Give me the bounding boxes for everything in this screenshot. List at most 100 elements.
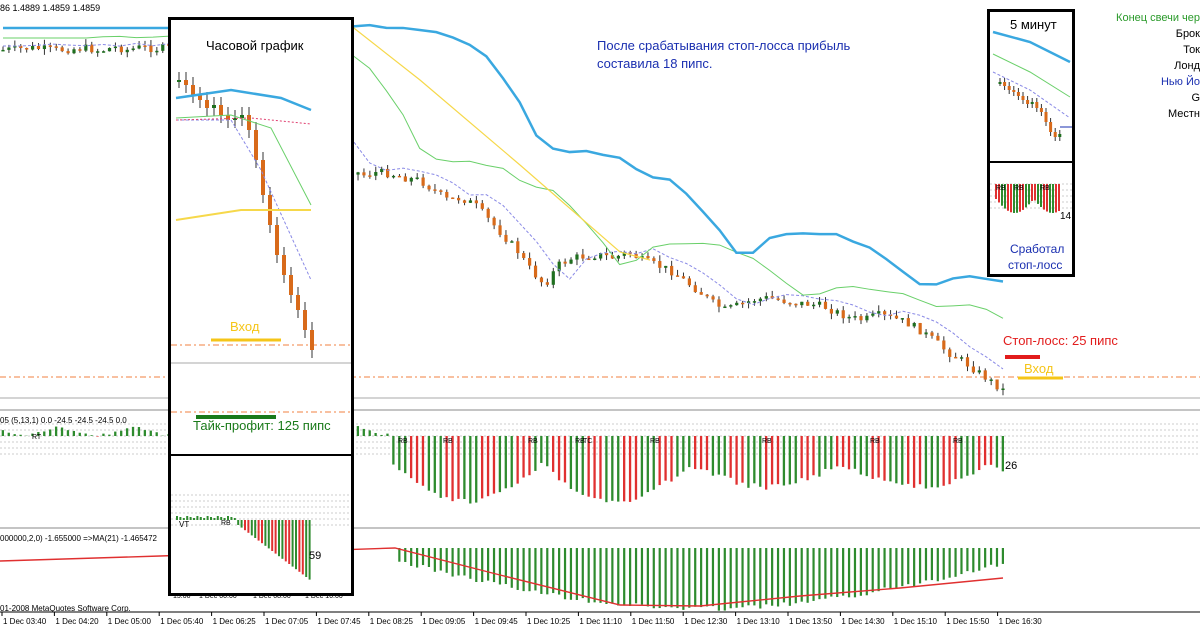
five-ma-mid — [992, 53, 1071, 98]
hourly-osc-bar — [179, 517, 182, 520]
osc-bar — [658, 436, 661, 486]
candle-body — [403, 176, 407, 182]
legend-fragment: Брок — [1175, 28, 1200, 40]
candle-body — [468, 200, 473, 203]
osc-bar — [463, 436, 466, 500]
ma-osc-bar — [646, 548, 649, 607]
hourly-osc-bar — [291, 520, 294, 567]
candle-body — [806, 301, 810, 306]
osc-bar — [883, 436, 886, 481]
osc-bar — [469, 436, 472, 504]
rb-mark: RB — [528, 438, 538, 445]
ma-osc-bar — [581, 548, 584, 599]
five-candle-body — [1035, 102, 1039, 108]
ma-osc-bar — [552, 548, 555, 594]
osc-bar — [528, 436, 531, 476]
candle-body — [995, 379, 999, 390]
legend-fragment: Ток — [1183, 44, 1200, 56]
candle-body — [699, 292, 703, 295]
hourly-candle-body — [310, 330, 314, 350]
stop-loss-label: Стоп-лосс: 25 пипс — [1003, 333, 1118, 348]
candle-body — [800, 301, 804, 306]
osc-bar — [510, 436, 513, 488]
osc-bar — [504, 436, 507, 489]
ma-osc-bar — [918, 548, 922, 584]
candle-body — [977, 370, 981, 373]
candle-body — [812, 304, 816, 307]
hourly-osc-bar — [278, 520, 280, 557]
hourly-time-2: 1 Dec 08:00 — [253, 593, 291, 600]
legend-fragment: G — [1191, 92, 1200, 104]
five-osc-bar — [1031, 184, 1033, 201]
candle-body — [356, 172, 360, 175]
hourly-candle-body — [212, 105, 216, 108]
candle-body — [545, 282, 549, 285]
hourly-time-0: 15:00 — [173, 593, 191, 600]
hourly-candle-body — [296, 295, 300, 310]
five-osc-bar — [1004, 184, 1006, 209]
rt-mark: RT — [32, 434, 42, 441]
time-tick-label: 1 Dec 11:50 — [632, 617, 675, 626]
candle-body — [510, 241, 514, 243]
hourly-ma-mid — [175, 114, 312, 206]
ma-osc-bar — [540, 548, 543, 594]
ma-osc-bar — [475, 548, 478, 582]
legend-fragment: Лонд — [1174, 60, 1200, 72]
candle-body — [137, 45, 141, 49]
candle-body — [918, 323, 922, 335]
osc-bar — [143, 430, 147, 436]
candle-body — [948, 349, 952, 357]
ma-osc-bar — [558, 548, 561, 595]
hourly-osc-bar — [216, 516, 219, 520]
ma-yellow-line — [349, 24, 651, 261]
ma-osc-bar — [599, 548, 602, 603]
candle-body — [711, 296, 715, 300]
osc-bar — [741, 436, 744, 483]
ma-osc-bar — [788, 548, 791, 606]
osc-bar — [853, 436, 857, 469]
ma-osc-bar — [782, 548, 786, 603]
osc-bar — [836, 436, 839, 467]
osc-bar — [475, 436, 478, 503]
candle-body — [551, 271, 555, 285]
candle-body — [362, 172, 366, 176]
candle-body — [462, 200, 467, 203]
five-candle-body — [1012, 90, 1016, 92]
osc-bar — [374, 432, 377, 436]
ma-fast-line — [3, 42, 1004, 370]
candle-body — [516, 241, 520, 254]
ma-osc-bar — [913, 548, 916, 587]
ma-osc-bar — [717, 548, 720, 611]
osc-bar — [717, 436, 720, 475]
candle-body — [788, 302, 792, 305]
hourly-osc-bar — [250, 520, 253, 536]
hourly-candle-body — [254, 130, 258, 160]
ma-osc-bar — [463, 548, 466, 576]
ma-osc-bar — [688, 548, 691, 608]
ma-osc-bar — [729, 548, 732, 609]
ma-osc-bar — [995, 548, 999, 567]
hourly-osc-bar — [288, 520, 291, 564]
osc-bar — [78, 432, 81, 436]
five-candle-body — [1058, 134, 1062, 137]
candle-body — [474, 200, 478, 204]
osc-bar — [628, 436, 632, 502]
candle-body — [113, 46, 118, 49]
osc-bar — [729, 436, 732, 478]
osc-bar — [380, 434, 383, 436]
candle-body — [72, 49, 76, 54]
ma-osc-bar — [457, 548, 460, 576]
osc-bar — [901, 436, 904, 485]
candle-body — [421, 177, 425, 186]
osc-bar — [800, 436, 803, 479]
ma-osc-bar — [847, 548, 851, 598]
five-osc-bar — [1046, 184, 1048, 212]
osc-bar — [125, 428, 129, 436]
five-osc-bar — [1013, 184, 1015, 213]
osc-bar — [90, 435, 93, 436]
rb-mark: RB — [650, 438, 660, 445]
ma-osc-bar — [818, 548, 821, 600]
five-candle-body — [1021, 96, 1025, 100]
osc-bar — [936, 436, 939, 488]
ma-osc-bar — [972, 548, 975, 573]
